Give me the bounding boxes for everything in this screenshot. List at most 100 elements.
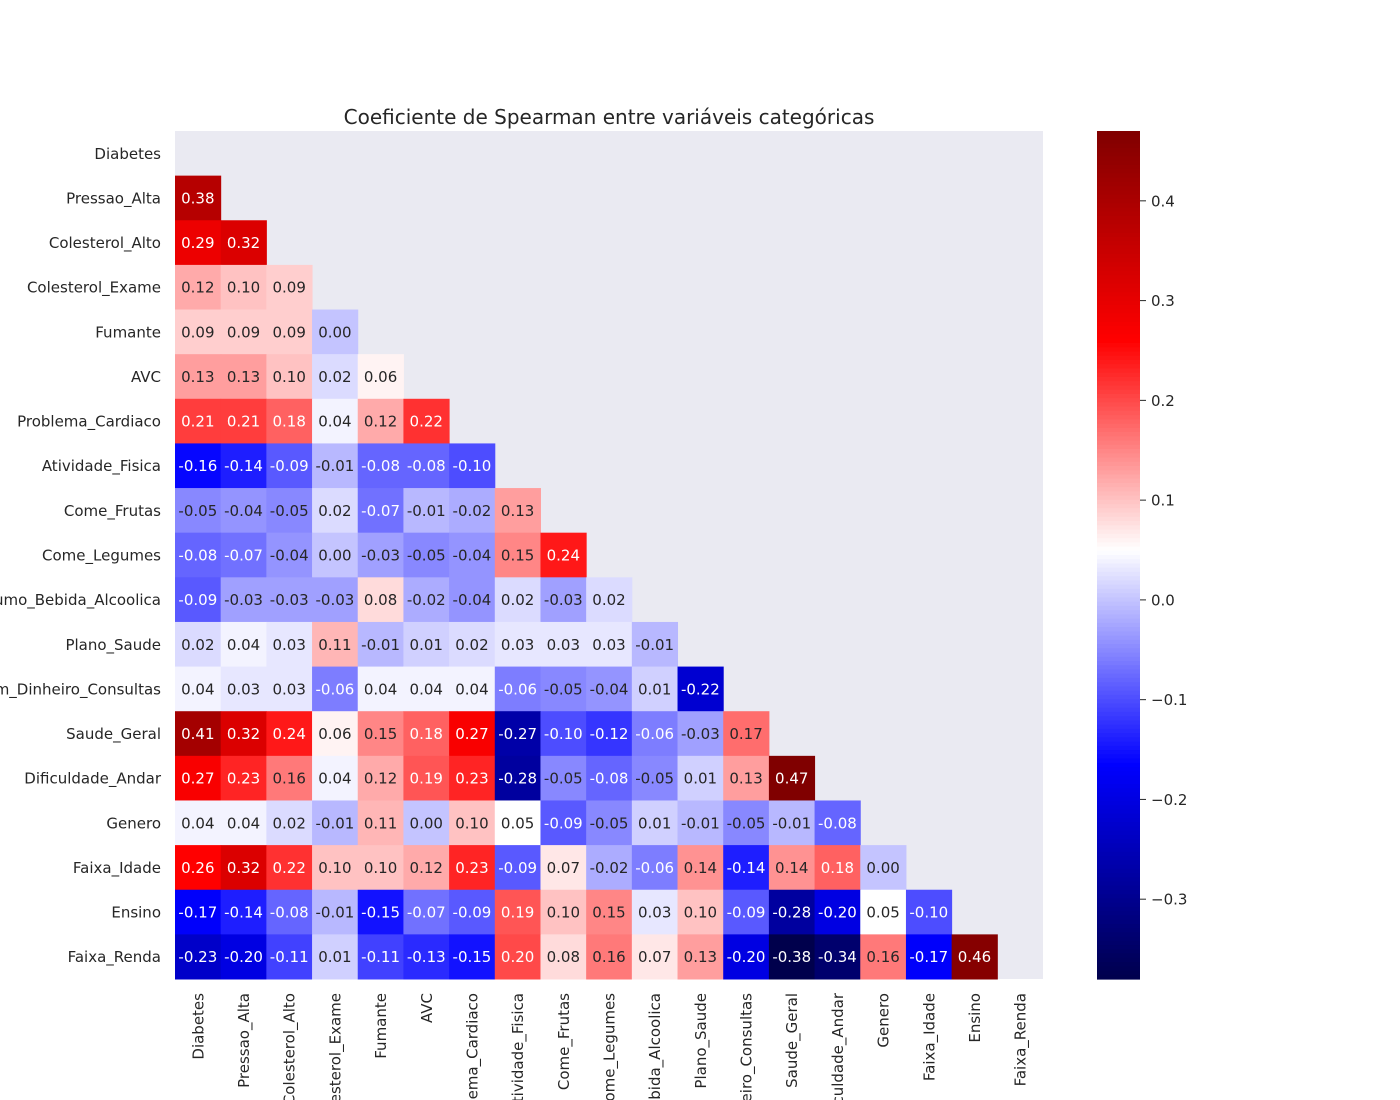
row-labels: Diabetes Pressao_Alta Colesterol_Alto Coles… xyxy=(0,145,162,967)
heatmap-cell xyxy=(357,711,404,757)
cell-value-label: 0.15 xyxy=(364,725,397,743)
heatmap-cell xyxy=(220,621,267,668)
heatmap-cell xyxy=(266,398,313,444)
heatmap-cell xyxy=(220,532,267,578)
heatmap-cell xyxy=(814,889,861,935)
colorbar-segment xyxy=(1097,173,1140,179)
heatmap-cell xyxy=(266,577,313,623)
heatmap-cell xyxy=(220,354,267,400)
cell-value-label: 0.13 xyxy=(501,502,534,520)
heatmap-cell xyxy=(631,800,679,846)
cell-value-label: -0.09 xyxy=(453,904,492,922)
colorbar-segment xyxy=(1097,783,1140,789)
colorbar-segment xyxy=(1097,215,1140,221)
cell-value-label: -0.08 xyxy=(407,457,446,475)
cell-value-label: -0.13 xyxy=(407,948,446,966)
cell-value-label: -0.03 xyxy=(270,591,309,609)
heatmap-cell xyxy=(220,264,267,311)
heatmap-cell xyxy=(540,711,587,757)
colorbar-segment xyxy=(1097,856,1140,861)
heatmap-cell xyxy=(631,621,679,668)
colorbar: 0.4 0.3 0.2 0.1 0.0 −0.1 −0.2 −0.3 xyxy=(1097,131,1187,980)
cell-value-label: -0.15 xyxy=(453,948,492,966)
cell-value-label: -0.11 xyxy=(270,948,309,966)
heatmap-cell xyxy=(266,666,313,712)
heatmap-cell xyxy=(357,577,404,623)
colorbar-segment xyxy=(1097,385,1140,391)
cell-value-label: -0.16 xyxy=(178,457,217,475)
heatmap-cell xyxy=(220,755,267,801)
heatmap-cell xyxy=(768,755,816,801)
colorbar-segment xyxy=(1097,533,1140,539)
colorbar-segment xyxy=(1097,368,1140,374)
heatmap-cell xyxy=(677,666,724,712)
colorbar-segment xyxy=(1097,767,1140,772)
cell-value-label: 0.18 xyxy=(821,859,854,877)
colorbar-segment xyxy=(1097,228,1140,234)
heatmap-cell xyxy=(449,711,496,757)
heatmap-cell xyxy=(951,934,998,980)
heatmap-cell xyxy=(494,532,541,578)
colorbar-segment xyxy=(1097,813,1140,819)
cell-value-label: -0.20 xyxy=(224,948,263,966)
cell-value-label: -0.01 xyxy=(315,457,354,475)
cell-value-label: 0.05 xyxy=(866,904,899,922)
cell-value-label: -0.06 xyxy=(635,859,674,877)
cell-value-label: 0.01 xyxy=(638,814,671,832)
colorbar-segment xyxy=(1097,911,1140,916)
row-label: Colesterol_Alto xyxy=(49,234,161,253)
colorbar-segment xyxy=(1097,453,1140,459)
heatmap-cell xyxy=(175,220,222,266)
colorbar-segment xyxy=(1097,839,1140,844)
heatmap-cell xyxy=(403,934,450,980)
heatmap-cell xyxy=(220,711,267,757)
colorbar-segment xyxy=(1097,423,1140,429)
heatmap-cell xyxy=(312,309,359,355)
heatmap-cell xyxy=(357,398,404,444)
heatmap-cell xyxy=(494,800,541,846)
cell-value-label: 0.01 xyxy=(318,948,351,966)
colorbar-segment xyxy=(1097,147,1140,153)
heatmap-cell xyxy=(357,889,404,935)
heatmap-cell xyxy=(449,889,496,935)
heatmap-cell xyxy=(403,800,450,846)
heatmap-cell xyxy=(586,711,633,757)
cell-value-label: 0.15 xyxy=(501,547,534,565)
colorbar-segment xyxy=(1097,406,1140,412)
heatmap-cell xyxy=(860,845,907,891)
cell-value-label: 0.05 xyxy=(501,814,534,832)
heatmap-cell xyxy=(220,845,267,891)
colorbar-segment xyxy=(1097,131,1140,136)
colorbar-segment xyxy=(1097,296,1140,302)
heatmap-cell xyxy=(540,889,587,935)
cell-value-label: -0.09 xyxy=(270,457,309,475)
cell-value-label: 0.04 xyxy=(318,413,351,431)
colorbar-segment xyxy=(1097,181,1140,187)
cell-value-label: -0.09 xyxy=(544,814,583,832)
colorbar-tick-label: 0.4 xyxy=(1151,192,1175,210)
cell-value-label: -0.20 xyxy=(818,904,857,922)
colorbar-segment xyxy=(1097,427,1140,433)
cell-value-label: -0.20 xyxy=(727,948,766,966)
colorbar-segment xyxy=(1097,665,1140,671)
colorbar-segment xyxy=(1097,232,1140,238)
heatmap-cell xyxy=(175,755,222,801)
cell-value-label: 0.07 xyxy=(547,859,580,877)
cell-value-label: 0.04 xyxy=(364,680,397,698)
heatmap-cell xyxy=(175,532,222,578)
cell-value-label: 0.06 xyxy=(318,725,351,743)
heatmap-cell xyxy=(631,845,679,891)
colorbar-segment xyxy=(1097,703,1140,709)
cell-value-label: 0.04 xyxy=(181,814,214,832)
heatmap-cell xyxy=(312,577,359,623)
heatmap-cell xyxy=(266,755,313,801)
colorbar-segment xyxy=(1097,898,1140,904)
cell-value-label: 0.32 xyxy=(227,234,260,252)
heatmap-cell xyxy=(677,845,724,891)
column-label: AVC xyxy=(418,993,436,1023)
heatmap-cell xyxy=(220,934,267,980)
colorbar-segment xyxy=(1097,724,1140,730)
cell-value-label: 0.21 xyxy=(181,413,214,431)
colorbar-segment xyxy=(1097,686,1140,692)
heatmap-cell xyxy=(768,845,816,891)
